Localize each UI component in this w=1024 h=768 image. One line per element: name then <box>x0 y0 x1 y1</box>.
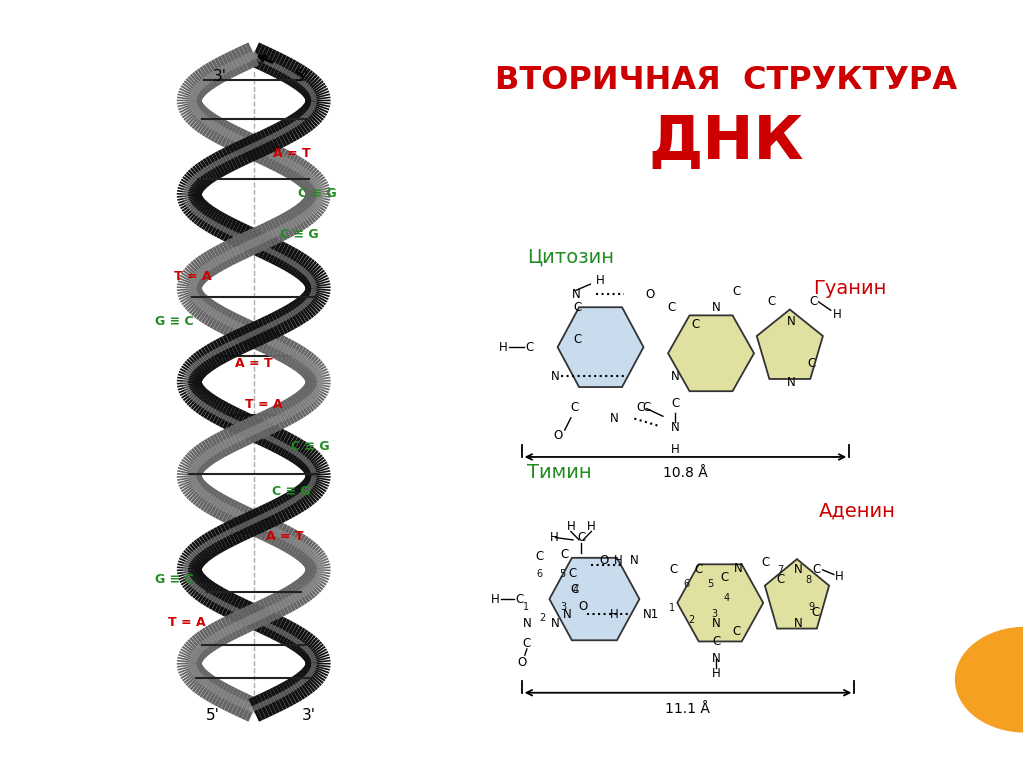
Text: Тимин: Тимин <box>527 463 592 482</box>
Text: H: H <box>835 570 844 582</box>
Text: O: O <box>517 656 526 668</box>
Text: C: C <box>523 637 531 650</box>
Text: T = A: T = A <box>173 270 211 283</box>
Text: N: N <box>712 301 721 313</box>
Text: C: C <box>572 333 582 346</box>
Text: ДНК: ДНК <box>648 113 804 171</box>
Text: C: C <box>535 551 544 563</box>
Text: 8: 8 <box>805 574 811 585</box>
Text: N: N <box>522 617 531 630</box>
Text: C: C <box>732 286 740 298</box>
Text: 4: 4 <box>723 592 729 603</box>
Text: C: C <box>812 564 820 576</box>
Text: 2: 2 <box>539 613 546 624</box>
Text: N: N <box>786 315 796 327</box>
Text: 10.8 Å: 10.8 Å <box>664 466 708 480</box>
Text: 6: 6 <box>537 569 543 580</box>
Text: C: C <box>809 296 817 308</box>
Text: 5': 5' <box>206 708 220 723</box>
Text: C: C <box>669 564 677 576</box>
Text: 4: 4 <box>573 584 579 595</box>
Text: T = A: T = A <box>168 616 206 628</box>
Text: N: N <box>671 370 680 382</box>
Text: C ≡ G: C ≡ G <box>291 441 330 453</box>
Text: N1: N1 <box>642 608 658 621</box>
Text: C: C <box>776 574 784 586</box>
Text: N: N <box>630 554 639 567</box>
Wedge shape <box>955 627 1024 732</box>
Text: N: N <box>794 564 803 576</box>
Text: N: N <box>571 288 581 300</box>
Text: H: H <box>587 520 596 532</box>
Text: O: O <box>553 429 562 442</box>
Text: C: C <box>807 357 815 369</box>
Text: T = A: T = A <box>245 399 283 411</box>
Text: N: N <box>794 617 803 630</box>
Text: C: C <box>667 301 675 313</box>
Text: 1: 1 <box>669 603 675 614</box>
Text: C ≡ G: C ≡ G <box>281 228 319 240</box>
Text: C: C <box>577 531 586 544</box>
Text: H: H <box>613 554 623 567</box>
Text: H: H <box>596 274 605 286</box>
Polygon shape <box>677 564 763 641</box>
Text: 7: 7 <box>777 564 783 575</box>
Text: C: C <box>568 568 578 580</box>
Text: O: O <box>599 554 608 567</box>
Text: 2: 2 <box>688 614 694 625</box>
Text: H: H <box>671 443 680 455</box>
Text: C: C <box>570 584 580 596</box>
Text: C: C <box>720 571 728 584</box>
Text: H: H <box>833 309 842 321</box>
Text: 3': 3' <box>213 69 227 84</box>
Text: C: C <box>694 564 702 576</box>
Text: N: N <box>671 422 680 434</box>
Text: H: H <box>566 520 575 532</box>
Text: A = T: A = T <box>234 357 272 369</box>
Text: C: C <box>761 556 769 568</box>
Text: Гуанин: Гуанин <box>813 279 887 297</box>
Text: 5: 5 <box>707 578 713 589</box>
Text: C: C <box>642 401 650 413</box>
Text: C: C <box>636 401 644 413</box>
Text: 3: 3 <box>711 609 717 620</box>
Text: N: N <box>562 608 571 621</box>
Text: Аденин: Аденин <box>818 502 895 520</box>
Text: C: C <box>811 606 819 618</box>
Text: C: C <box>516 593 524 605</box>
Text: 3: 3 <box>561 601 566 612</box>
Text: 9: 9 <box>808 601 814 612</box>
Polygon shape <box>765 559 829 628</box>
Text: 3': 3' <box>302 708 316 723</box>
Text: C ≡ G: C ≡ G <box>272 485 311 498</box>
Polygon shape <box>550 558 639 641</box>
Polygon shape <box>757 310 823 379</box>
Text: C: C <box>526 341 535 353</box>
Text: G ≡ C: G ≡ C <box>155 315 194 327</box>
Text: C: C <box>732 625 740 637</box>
Text: C: C <box>671 397 679 409</box>
Text: Цитозин: Цитозин <box>527 248 613 266</box>
Text: A = T: A = T <box>265 530 303 542</box>
Text: C ≡ G: C ≡ G <box>298 187 337 200</box>
Text: O: O <box>579 601 588 613</box>
Text: ВТОРИЧНАЯ  СТРУКТУРА: ВТОРИЧНАЯ СТРУКТУРА <box>496 65 957 96</box>
Text: C: C <box>560 548 569 561</box>
Text: G ≡ C: G ≡ C <box>155 574 194 586</box>
Polygon shape <box>558 307 643 387</box>
Text: C: C <box>767 296 775 308</box>
Text: N: N <box>712 617 721 630</box>
Text: H: H <box>499 341 508 353</box>
Text: C: C <box>712 635 720 647</box>
Text: A = T: A = T <box>272 147 310 160</box>
Text: 5': 5' <box>295 69 309 84</box>
Text: N: N <box>609 412 618 425</box>
Text: N: N <box>551 617 560 630</box>
Text: H: H <box>712 667 721 680</box>
Text: 11.1 Å: 11.1 Å <box>665 702 710 716</box>
Text: N: N <box>712 652 721 664</box>
Text: N: N <box>786 376 796 389</box>
Text: C: C <box>572 301 582 313</box>
Text: N: N <box>551 370 560 382</box>
